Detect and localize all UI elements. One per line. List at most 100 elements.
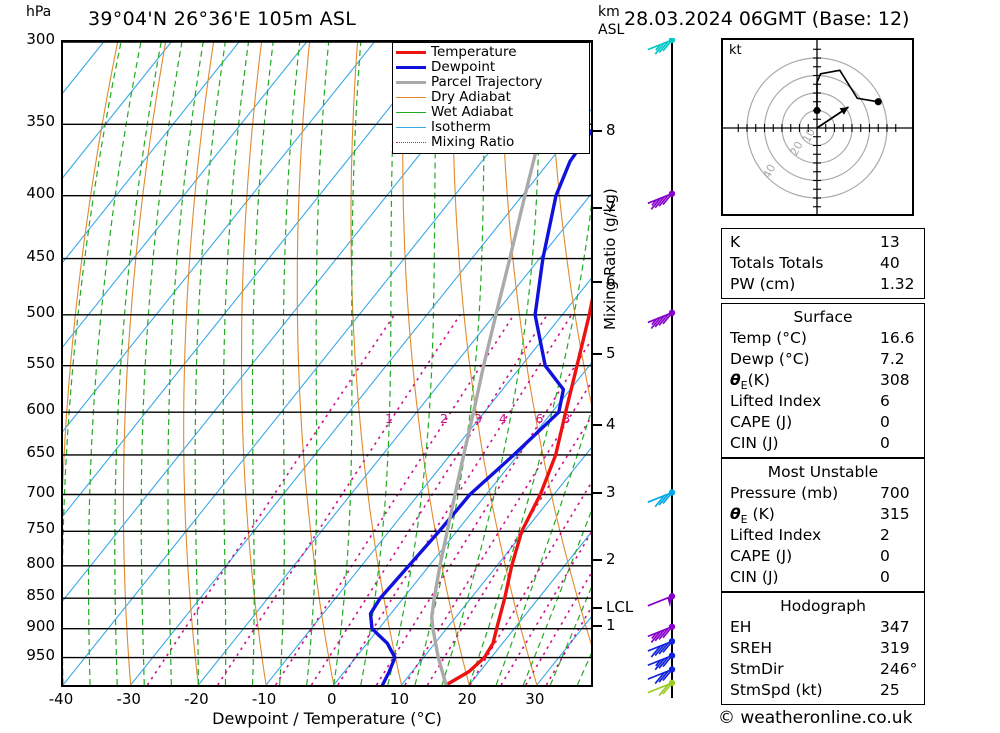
- legend-item-dewpoint: Dewpoint: [396, 60, 586, 75]
- pressure-tick-800: 800: [26, 553, 55, 572]
- pressure-tick-350: 350: [26, 112, 55, 131]
- panel-row-label: Temp (°C): [730, 329, 807, 347]
- chart-legend: Temperature Dewpoint Parcel Trajectory Dry …: [392, 42, 590, 154]
- legend-label: Dewpoint: [431, 59, 496, 75]
- temp-tick--20: -20: [184, 690, 209, 708]
- legend-swatch: [396, 97, 426, 98]
- height-tick-8: 8: [606, 121, 616, 140]
- legend-label: Isotherm: [431, 119, 491, 135]
- legend-item-isotherm: Isotherm: [396, 120, 586, 135]
- indices-panel: K 13 Totals Totals 40 PW (cm) 1.32: [721, 228, 925, 299]
- pressure-tick-750: 750: [26, 519, 55, 538]
- legend-swatch: [396, 51, 426, 54]
- x-axis-title: Dewpoint / Temperature (°C): [212, 709, 442, 728]
- panel-row-label: CAPE (J): [730, 413, 793, 431]
- trace-temperature: [444, 297, 591, 685]
- panel-row: CAPE (J) 0: [722, 546, 924, 567]
- wind-barb: [647, 623, 676, 643]
- hodograph-ring-label-40: 40: [760, 162, 778, 180]
- hodograph-ring-label-10: 10: [800, 126, 818, 144]
- panel-row-value: 16.6: [880, 329, 915, 347]
- panel-row-value: 1.32: [880, 275, 915, 293]
- panel-row: SREH 319: [722, 638, 924, 659]
- panel-row-label: CIN (J): [730, 434, 779, 452]
- height-tick-6: 6: [606, 271, 616, 290]
- panel-row: CIN (J) 0: [722, 433, 924, 454]
- panel-row-value: 315: [880, 505, 910, 523]
- panel-row: CIN (J) 0: [722, 567, 924, 588]
- legend-item-temperature: Temperature: [396, 45, 586, 60]
- temp-tick--40: -40: [48, 690, 74, 708]
- pressure-tick-850: 850: [26, 586, 55, 605]
- legend-item-mixing-ratio: Mixing Ratio: [396, 135, 586, 150]
- panel-row-label: StmDir: [730, 660, 784, 678]
- pressure-tick-600: 600: [26, 400, 55, 419]
- lcl-label: LCL: [606, 597, 634, 616]
- temp-tick--10: -10: [251, 690, 277, 708]
- panel-row-value: 700: [880, 484, 910, 502]
- panel-header: Surface: [793, 308, 853, 326]
- km-tick-mark: [593, 624, 602, 627]
- panel-row: Lifted Index 2: [722, 525, 924, 546]
- hodograph-plot: kt 10 20 40: [721, 38, 914, 216]
- panel-row: θE(K) 308: [722, 370, 924, 392]
- panel-row-label: θE (K): [730, 505, 775, 527]
- height-unit-label: km: [598, 4, 620, 20]
- wind-barb: [647, 489, 676, 508]
- height-tick-7: 7: [606, 197, 616, 216]
- panel-row-label: EH: [730, 618, 752, 636]
- panel-row-label: K: [730, 233, 741, 251]
- km-tick-mark: [593, 280, 602, 283]
- km-tick-mark: [593, 559, 602, 562]
- panel-row: StmDir 246°: [722, 659, 924, 680]
- panel-row-value: 0: [880, 413, 890, 431]
- panel-row: Temp (°C) 16.6: [722, 328, 924, 349]
- legend-label: Parcel Trajectory: [431, 74, 543, 90]
- height-tick-3: 3: [606, 483, 616, 502]
- panel-row: PW (cm) 1.32: [722, 274, 924, 295]
- temp-tick--30: -30: [116, 690, 141, 708]
- panel-row-value: 0: [880, 547, 890, 565]
- mixing-ratio-label: 3: [474, 411, 482, 426]
- panel-row-value: 308: [880, 371, 910, 389]
- wind-barb-column: [647, 38, 676, 698]
- panel-row-value: 0: [880, 568, 890, 586]
- storm-motion-arrow: [816, 106, 849, 129]
- legend-label: Dry Adiabat: [431, 89, 511, 105]
- km-tick-mark: [593, 492, 602, 495]
- hodograph-trace: [816, 69, 879, 111]
- height-tick-4: 4: [606, 414, 616, 433]
- legend-item-wet-adiabat: Wet Adiabat: [396, 105, 586, 120]
- panel-row-value: 25: [880, 681, 900, 699]
- panel-row-value: 319: [880, 639, 910, 657]
- sounding-svg: 1 2 3 4 6 8: [63, 42, 591, 685]
- legend-swatch: [396, 127, 426, 128]
- panel-row-value: 347: [880, 618, 910, 636]
- panel-row-label: CAPE (J): [730, 547, 793, 565]
- panel-row: θE (K) 315: [722, 504, 924, 527]
- mixing-ratio-label: 6: [535, 411, 543, 426]
- asl-label: ASL: [598, 22, 625, 38]
- station-location-title: 39°04'N 26°36'E 105m ASL: [88, 8, 357, 30]
- wind-barb: [647, 679, 676, 697]
- km-tick-mark: [593, 423, 602, 426]
- panel-row: EH 347: [722, 617, 924, 638]
- panel-header: Hodograph: [780, 597, 866, 615]
- panel-row-value: 40: [880, 254, 900, 272]
- panel-row: Lifted Index 6: [722, 391, 924, 412]
- legend-swatch: [396, 81, 426, 84]
- mixing-ratio-label: 4: [499, 411, 507, 426]
- wind-barb: [647, 190, 676, 210]
- legend-swatch: [396, 66, 426, 69]
- surface-panel: Surface Temp (°C) 16.6 Dewp (°C) 7.2 θE(K) 308…: [721, 303, 925, 458]
- panel-row-label: Dewp (°C): [730, 350, 810, 368]
- datetime-title: 28.03.2024 06GMT (Base: 12): [624, 8, 910, 30]
- hodograph-stats-panel: Hodograph EH 347 SREH 319 StmDir 246° StmSpd (k…: [721, 592, 925, 705]
- temp-tick-20: 20: [457, 690, 477, 708]
- mixing-ratio-label: 1: [385, 411, 393, 426]
- panel-row-value: 13: [880, 233, 900, 251]
- copyright-credit: © weatheronline.co.uk: [718, 708, 913, 728]
- pressure-tick-400: 400: [26, 183, 55, 202]
- lcl-tick-mark: [593, 606, 602, 609]
